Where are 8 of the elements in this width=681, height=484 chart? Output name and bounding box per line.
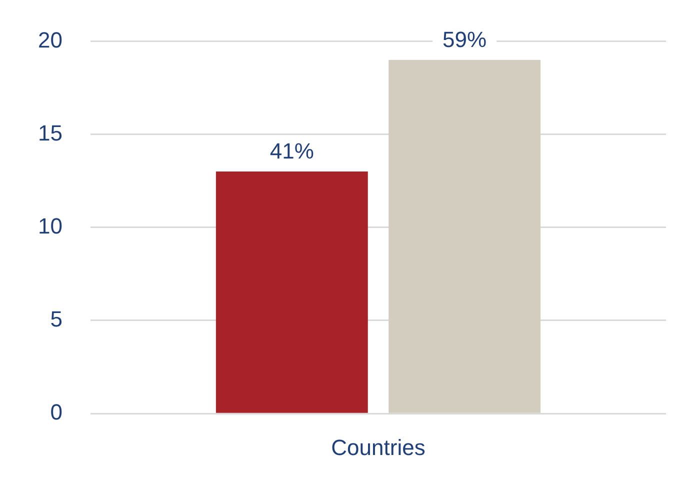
y-tick-label: 0 [50, 400, 62, 425]
annotation: 41% [270, 138, 314, 164]
x-tick-label: Countries [331, 434, 426, 460]
y-tick-label: 5 [50, 306, 62, 332]
y-tick-label: 15 [38, 120, 62, 146]
y-tick-label: 20 [38, 27, 62, 52]
annotation: 59% [442, 26, 487, 52]
y-tick-label: 10 [38, 213, 62, 238]
